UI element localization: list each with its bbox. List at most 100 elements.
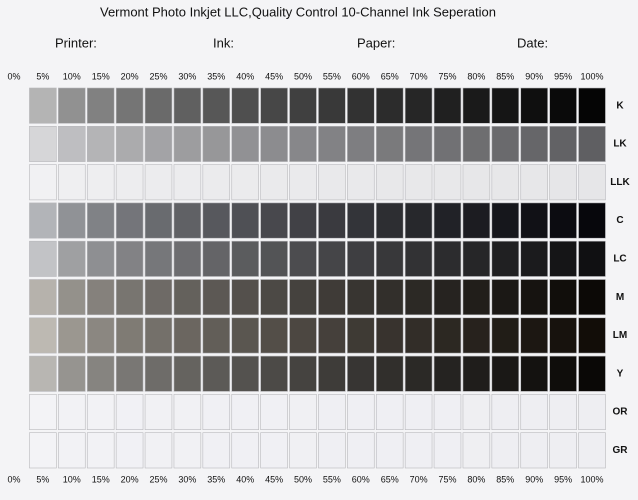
swatch [29, 240, 57, 277]
swatch [347, 317, 375, 354]
swatch [549, 126, 577, 162]
swatch [115, 202, 144, 239]
swatch [462, 87, 491, 124]
column-label: 15% [92, 474, 110, 484]
swatch [318, 87, 346, 124]
swatch [549, 164, 577, 201]
column-label: 100% [580, 71, 603, 81]
swatch [462, 202, 491, 239]
swatch [115, 126, 144, 162]
swatch [520, 202, 548, 239]
swatch [318, 394, 346, 430]
swatch [347, 87, 375, 124]
swatch [578, 202, 606, 239]
column-label: 15% [92, 71, 110, 81]
swatch [375, 240, 404, 277]
swatch [375, 355, 404, 392]
swatch [433, 432, 462, 469]
swatch [173, 317, 202, 354]
swatch [202, 126, 231, 162]
swatch [144, 432, 173, 469]
swatch [29, 202, 57, 239]
swatch [433, 202, 462, 239]
swatch [318, 317, 346, 354]
column-label: 50% [294, 71, 312, 81]
swatch [86, 240, 115, 277]
swatch [231, 87, 259, 124]
swatch [578, 317, 606, 354]
column-label: 70% [410, 71, 428, 81]
column-label: 100% [580, 474, 603, 484]
swatch [433, 279, 462, 316]
swatch [115, 164, 144, 201]
swatch [202, 202, 231, 239]
swatch [86, 279, 115, 316]
swatch [289, 394, 317, 430]
row-label: LC [613, 253, 626, 264]
swatch [115, 394, 144, 430]
column-label: 20% [121, 71, 139, 81]
swatch [58, 394, 86, 430]
title: Vermont Photo Inkjet LLC,Quality Control… [100, 4, 496, 19]
swatch [318, 126, 346, 162]
swatch [549, 432, 577, 469]
swatch [29, 432, 57, 469]
swatch [58, 432, 86, 469]
swatch [86, 317, 115, 354]
column-label: 50% [294, 474, 312, 484]
swatch [144, 164, 173, 201]
swatch [404, 202, 433, 239]
column-label: 0% [7, 474, 20, 484]
swatch [520, 394, 548, 430]
swatch [549, 202, 577, 239]
swatch [347, 355, 375, 392]
swatch [202, 355, 231, 392]
swatch [347, 394, 375, 430]
column-label: 45% [265, 71, 283, 81]
swatch [491, 202, 520, 239]
swatch [318, 164, 346, 201]
swatch [318, 240, 346, 277]
swatch [318, 432, 346, 469]
swatch [231, 432, 259, 469]
swatch [202, 432, 231, 469]
swatch [404, 164, 433, 201]
field-label: Printer: [55, 35, 97, 50]
swatch [144, 394, 173, 430]
swatch [520, 164, 548, 201]
swatch [86, 432, 115, 469]
swatch [58, 164, 86, 201]
swatch [231, 240, 259, 277]
column-label: 90% [525, 474, 543, 484]
swatch [578, 394, 606, 430]
swatch [404, 126, 433, 162]
swatch [144, 279, 173, 316]
swatch [173, 279, 202, 316]
swatch [58, 355, 86, 392]
swatch [86, 202, 115, 239]
swatch [549, 317, 577, 354]
column-label: 30% [178, 474, 196, 484]
swatch [520, 279, 548, 316]
swatch [491, 126, 520, 162]
swatch [404, 432, 433, 469]
swatch [173, 240, 202, 277]
swatch [433, 394, 462, 430]
swatch [347, 164, 375, 201]
field-label: Paper: [357, 35, 395, 50]
column-label: 25% [149, 71, 167, 81]
column-label: 65% [381, 71, 399, 81]
swatch [347, 126, 375, 162]
swatch [549, 240, 577, 277]
swatch [173, 202, 202, 239]
swatch [375, 202, 404, 239]
swatch [347, 240, 375, 277]
column-label: 10% [63, 474, 81, 484]
swatch [375, 317, 404, 354]
swatch [433, 317, 462, 354]
column-label: 95% [554, 71, 572, 81]
swatch [58, 87, 86, 124]
swatch [375, 279, 404, 316]
swatch [115, 432, 144, 469]
